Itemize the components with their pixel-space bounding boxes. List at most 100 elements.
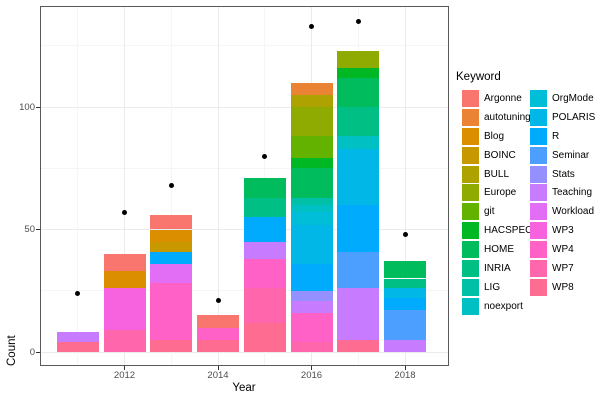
bar-segment xyxy=(337,148,380,205)
legend-label: Europe xyxy=(484,187,517,199)
legend-label: BULL xyxy=(484,168,510,180)
bar-segment xyxy=(384,339,426,352)
data-point xyxy=(75,290,81,296)
bar-segment xyxy=(243,258,286,289)
bar-segment xyxy=(243,241,286,259)
legend-item: Workload xyxy=(530,202,595,221)
legend-swatch xyxy=(530,146,547,164)
bar-segment xyxy=(290,263,333,291)
bar-segment xyxy=(290,342,333,352)
legend-label: WP3 xyxy=(552,225,574,237)
legend-title: Keyword xyxy=(456,71,501,83)
data-point xyxy=(402,231,408,237)
legend-item: WP8 xyxy=(530,278,595,297)
legend-swatch xyxy=(462,203,479,221)
legend-swatch xyxy=(462,127,479,145)
legend-item: HOME xyxy=(462,240,542,259)
legend-item: WP7 xyxy=(530,259,595,278)
bar-segment xyxy=(103,271,146,289)
legend-swatch xyxy=(530,108,547,126)
legend-item: WP4 xyxy=(530,240,595,259)
legend-swatch xyxy=(462,184,479,202)
legend-swatch xyxy=(530,184,547,202)
bar-segment xyxy=(243,322,286,352)
x-axis-title: Year xyxy=(232,382,256,394)
legend-label: git xyxy=(484,206,495,218)
bar-segment xyxy=(290,168,333,198)
bar-segment xyxy=(337,77,380,107)
legend-label: R xyxy=(552,130,560,142)
legend-item: Argonne xyxy=(462,89,542,108)
legend-item: OrgMode xyxy=(530,89,595,108)
legend-item: R xyxy=(530,127,595,146)
x-tick-mark xyxy=(124,366,125,370)
bar-segment xyxy=(56,342,99,352)
legend-item: Seminar xyxy=(530,146,595,165)
legend-item: Europe xyxy=(462,183,542,202)
x-tick-label: 2016 xyxy=(300,370,323,381)
legend-swatch xyxy=(462,146,479,164)
legend: Keyword Argonne autotuning Blog BOINC BULL Eu… xyxy=(455,0,600,400)
legend-item: LIG xyxy=(462,278,542,297)
legend-label: Seminar xyxy=(552,149,590,161)
legend-label: BOINC xyxy=(484,149,516,161)
bar-segment xyxy=(290,94,333,107)
x-tick-mark xyxy=(311,366,312,370)
legend-item: BULL xyxy=(462,165,542,184)
bar-segment xyxy=(243,197,286,218)
legend-swatch xyxy=(462,259,479,277)
legend-column-2: OrgMode POLARIS R Seminar Stats Teaching Workl… xyxy=(530,89,595,297)
bar-segment xyxy=(103,254,146,272)
y-tick-label: 100 xyxy=(19,101,35,113)
legend-label: LIG xyxy=(484,281,501,293)
bar-segment xyxy=(197,327,239,340)
bar-segment xyxy=(290,290,333,301)
bar-segment xyxy=(290,300,333,313)
data-point xyxy=(355,18,361,24)
bar-segment xyxy=(290,136,333,159)
bar-segment xyxy=(150,251,193,264)
v-gridline-major xyxy=(404,7,406,365)
x-tick-label: 2018 xyxy=(394,370,416,381)
bar-segment xyxy=(290,107,333,137)
legend-column-1: Argonne autotuning Blog BOINC BULL Europe git H… xyxy=(462,89,542,316)
legend-item: INRIA xyxy=(462,259,542,278)
bar-segment xyxy=(103,329,146,352)
bar-segment xyxy=(384,278,426,289)
h-gridline-major xyxy=(41,106,448,108)
v-gridline-major xyxy=(124,7,125,365)
bar-segment xyxy=(150,339,193,352)
h-gridline-major xyxy=(41,351,448,353)
bar-segment xyxy=(290,212,333,225)
legend-label: WP7 xyxy=(552,262,574,274)
y-tick-mark xyxy=(36,229,40,230)
legend-swatch xyxy=(462,108,479,126)
legend-label: Argonne xyxy=(484,92,522,104)
bar-segment xyxy=(150,283,193,340)
legend-item: Teaching xyxy=(530,183,595,202)
legend-swatch xyxy=(530,165,547,183)
legend-swatch xyxy=(530,203,547,221)
bar-segment xyxy=(290,82,333,95)
y-tick-label: 50 xyxy=(24,224,35,235)
legend-swatch xyxy=(530,259,547,277)
legend-label: noexport xyxy=(484,300,523,312)
bar-segment xyxy=(384,298,426,311)
legend-item: POLARIS xyxy=(530,108,595,127)
legend-swatch xyxy=(462,165,479,183)
bar-segment xyxy=(150,229,193,242)
legend-label: HACSPECIS xyxy=(484,225,542,237)
legend-label: WP4 xyxy=(552,244,574,256)
v-gridline-minor xyxy=(77,7,79,365)
legend-swatch xyxy=(462,222,479,240)
legend-label: autotuning xyxy=(484,111,531,123)
legend-item: git xyxy=(462,202,542,221)
legend-label: Stats xyxy=(552,168,575,180)
bar-segment xyxy=(150,263,193,284)
bar-segment xyxy=(337,67,380,78)
bar-segment xyxy=(384,288,426,299)
bar-segment xyxy=(56,332,99,343)
y-axis-title: Count xyxy=(6,335,18,366)
v-gridline-major xyxy=(217,7,219,365)
legend-swatch xyxy=(462,241,479,259)
